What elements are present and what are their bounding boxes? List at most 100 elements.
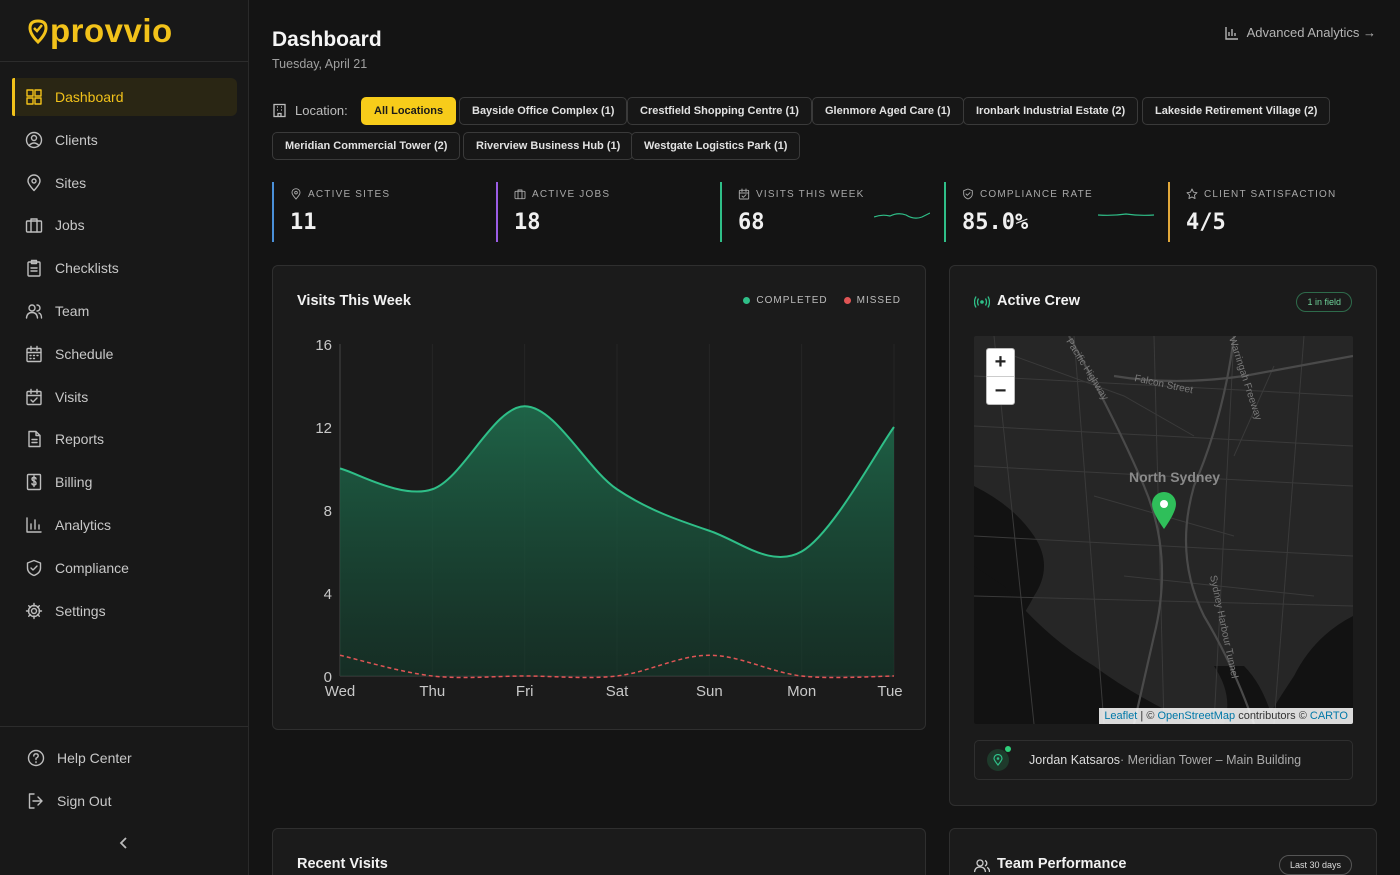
team-performance-title: Team Performance — [997, 856, 1127, 872]
active-crew-title: Active Crew — [997, 293, 1081, 309]
crew-member-name: Jordan Katsaros — [1029, 753, 1121, 767]
advanced-analytics-label: Advanced Analytics → — [1246, 25, 1376, 40]
map-pin-icon — [24, 173, 44, 193]
user-circle-icon — [24, 130, 44, 150]
sidebar-item-analytics[interactable]: Analytics — [12, 506, 237, 544]
sidebar-item-sites[interactable]: Sites — [12, 164, 237, 202]
y-tick-label: 8 — [324, 503, 332, 520]
period-badge[interactable]: Last 30 days — [1278, 855, 1352, 875]
data-point-completed[interactable] — [614, 486, 620, 492]
stat-card-client-satisfaction: CLIENT SATISFACTION 4/5 — [1168, 182, 1378, 242]
briefcase-icon — [514, 189, 526, 200]
sidebar-footer-help-center[interactable]: Help Center — [16, 739, 241, 777]
crew-member-location: · Meridian Tower – Main Building — [1120, 753, 1302, 767]
legend-missed[interactable]: MISSED — [843, 295, 901, 306]
stat-card-compliance-rate: COMPLIANCE RATE 85.0% — [944, 182, 1154, 242]
help-circle-icon — [27, 749, 45, 767]
avatar — [987, 746, 1011, 771]
star-icon — [1186, 188, 1198, 199]
location-filter-label: Location: — [272, 103, 348, 118]
sidebar-item-label: Billing — [55, 474, 93, 491]
x-tick-label: Fri — [516, 683, 534, 700]
sidebar-item-schedule[interactable]: Schedule — [12, 335, 237, 373]
sidebar-item-label: Settings — [55, 602, 106, 619]
data-point-missed[interactable] — [799, 673, 805, 679]
legend-completed[interactable]: COMPLETED — [743, 295, 827, 306]
sidebar-item-settings[interactable]: Settings — [12, 592, 237, 630]
sidebar-footer: Help Center Sign Out — [16, 739, 241, 825]
sidebar: provvio Dashboard Clients Sites Jobs Checkli… — [0, 0, 249, 875]
sidebar-divider — [0, 726, 248, 727]
legend-missed-label: MISSED — [856, 295, 901, 306]
location-chip[interactable]: Ironbark Industrial Estate (2) — [963, 97, 1139, 125]
clipboard-icon — [24, 258, 44, 278]
clipboard-icon — [27, 259, 41, 277]
logo[interactable]: provvio — [28, 12, 173, 49]
data-point-missed[interactable] — [429, 673, 435, 679]
stat-value: 11 — [290, 210, 317, 235]
stat-label-text: CLIENT SATISFACTION — [1204, 188, 1337, 200]
data-point-missed[interactable] — [337, 652, 343, 658]
leaflet-link[interactable]: Leaflet — [1104, 710, 1138, 722]
page-date: Tuesday, April 21 — [272, 57, 368, 71]
location-chip[interactable]: Meridian Commercial Tower (2) — [272, 132, 461, 160]
grid-icon — [26, 89, 42, 105]
carto-link[interactable]: CARTO — [1309, 710, 1348, 722]
completed-series-line[interactable] — [339, 405, 895, 558]
sidebar-nav: Dashboard Clients Sites Jobs Checklists Team S… — [12, 78, 237, 634]
sidebar-item-reports[interactable]: Reports — [12, 420, 237, 458]
data-point-missed[interactable] — [522, 673, 528, 679]
location-chip[interactable]: Glenmore Aged Care (1) — [812, 97, 964, 125]
calendar-check-icon — [26, 388, 42, 405]
y-tick-label: 4 — [324, 586, 332, 603]
collapse-sidebar-button[interactable] — [114, 833, 134, 853]
data-point-missed[interactable] — [614, 673, 620, 679]
zoom-in-button[interactable]: + — [987, 349, 1014, 377]
y-tick-label: 12 — [315, 420, 332, 437]
data-point-completed[interactable] — [337, 466, 343, 472]
stat-value: 68 — [738, 210, 765, 235]
help-circle-icon — [26, 748, 46, 768]
active-crew-card: Active Crew 1 in field Falcon Street War… — [949, 265, 1377, 806]
chevron-left-icon — [119, 837, 127, 849]
data-point-missed[interactable] — [706, 652, 712, 658]
location-chip[interactable]: Riverview Business Hub (1) — [463, 132, 634, 160]
calendar-icon — [26, 345, 42, 362]
sidebar-item-dashboard[interactable]: Dashboard — [12, 78, 237, 116]
data-point-completed[interactable] — [706, 528, 712, 534]
sidebar-item-clients[interactable]: Clients — [12, 121, 237, 159]
advanced-analytics-link[interactable]: Advanced Analytics → — [1224, 25, 1376, 40]
sidebar-item-jobs[interactable]: Jobs — [12, 206, 237, 244]
stat-label-text: ACTIVE JOBS — [532, 188, 611, 200]
crew-member-row[interactable]: Jordan Katsaros · Meridian Tower – Main … — [974, 740, 1353, 780]
stat-label: ACTIVE JOBS — [514, 188, 706, 200]
briefcase-icon — [25, 218, 43, 234]
data-point-completed[interactable] — [522, 403, 528, 409]
data-point-completed[interactable] — [429, 486, 435, 492]
zoom-out-button[interactable]: − — [994, 379, 1007, 402]
file-text-icon — [24, 429, 44, 449]
x-tick-label: Sun — [696, 683, 723, 700]
sidebar-footer-sign-out[interactable]: Sign Out — [16, 782, 241, 820]
data-point-completed[interactable] — [891, 424, 897, 430]
x-tick-label: Sat — [606, 683, 629, 700]
location-chip[interactable]: All Locations — [361, 97, 457, 125]
data-point-missed[interactable] — [891, 673, 897, 679]
shield-check-icon — [963, 188, 973, 200]
crew-location-pin-icon[interactable] — [1152, 492, 1176, 529]
sidebar-item-visits[interactable]: Visits — [12, 378, 237, 416]
sidebar-item-compliance[interactable]: Compliance — [12, 549, 237, 587]
sidebar-item-billing[interactable]: Billing — [12, 463, 237, 501]
crew-map[interactable]: Falcon Street Warringah Freeway Pacific … — [974, 336, 1353, 724]
missed-series-line[interactable] — [339, 654, 895, 679]
location-chip[interactable]: Bayside Office Complex (1) — [459, 97, 628, 125]
sidebar-item-checklists[interactable]: Checklists — [12, 249, 237, 287]
location-chip[interactable]: Westgate Logistics Park (1) — [631, 132, 801, 160]
osm-link[interactable]: OpenStreetMap — [1157, 710, 1236, 722]
sidebar-item-team[interactable]: Team — [12, 292, 237, 330]
sidebar-item-label: Dashboard — [55, 89, 124, 105]
location-chip[interactable]: Crestfield Shopping Centre (1) — [627, 97, 812, 125]
data-point-completed[interactable] — [799, 549, 805, 555]
location-chip[interactable]: Lakeside Retirement Village (2) — [1142, 97, 1331, 125]
